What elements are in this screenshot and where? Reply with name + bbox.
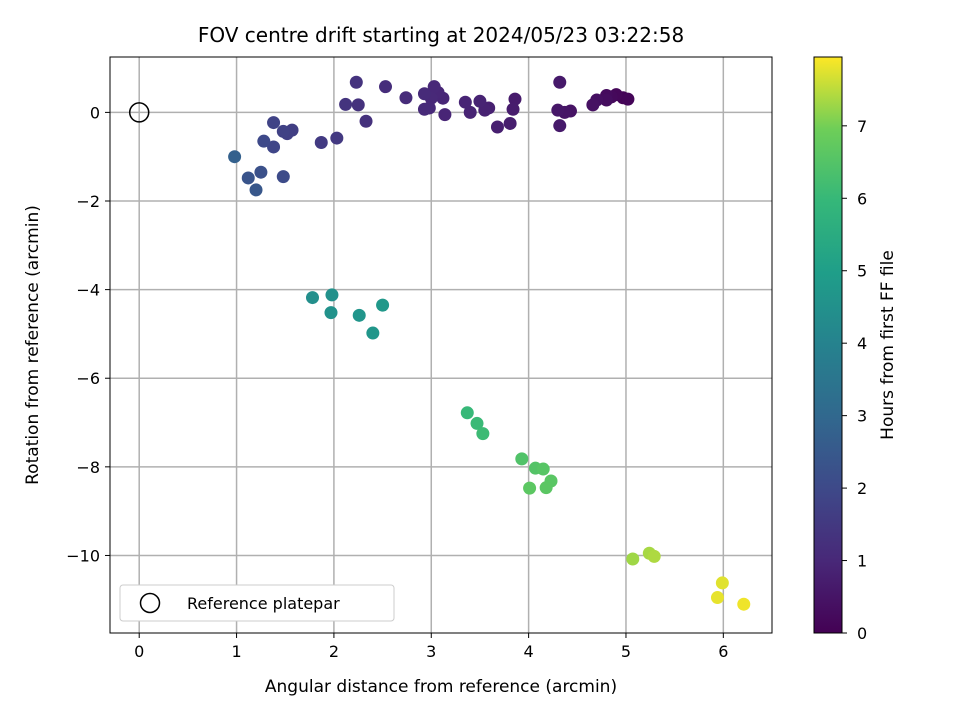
data-point	[586, 98, 600, 112]
data-point	[626, 552, 640, 566]
reference-marker	[128, 102, 150, 123]
data-point	[228, 150, 242, 164]
colorbar-ticks: 0 1 2 3 4 5 6 7	[842, 117, 867, 643]
data-point	[376, 298, 390, 312]
colorbar-tick-label: 6	[857, 189, 867, 208]
plot-frame	[109, 56, 773, 634]
data-point	[536, 462, 550, 476]
data-point	[515, 452, 529, 466]
data-point	[553, 119, 567, 133]
colorbar-label: Hours from first FF file	[878, 250, 898, 440]
colorbar-tick-label: 7	[857, 117, 867, 136]
data-point	[715, 576, 729, 590]
data-point	[349, 75, 363, 89]
legend-box	[119, 584, 395, 622]
colorbar: 0 1 2 3 4 5 6 7 Hours from first FF file	[813, 56, 898, 643]
data-point	[551, 103, 565, 117]
data-point	[506, 102, 520, 116]
data-point	[490, 120, 504, 134]
y-tick-label: 0	[90, 103, 100, 122]
x-axis-ticks: 0 1 2 3 4 5 6	[134, 633, 728, 661]
data-point	[473, 94, 487, 108]
y-tick-label: −4	[76, 281, 100, 300]
data-point	[267, 116, 281, 130]
colorbar-gradient	[813, 56, 843, 634]
colorbar-tick-label: 4	[857, 334, 867, 353]
plot-area: 0 1 2 3 4 5 6 0 −2 −4 −6 −8 −10	[66, 56, 773, 661]
data-point	[523, 481, 537, 495]
data-point	[324, 306, 338, 320]
y-axis-label: Rotation from reference (arcmin)	[23, 205, 43, 485]
data-point	[427, 80, 441, 94]
data-point	[325, 288, 339, 302]
data-point	[463, 105, 477, 119]
data-point	[330, 131, 344, 145]
colorbar-tick-label: 0	[857, 624, 867, 643]
data-point	[366, 326, 380, 340]
data-point	[359, 114, 373, 128]
chart-title: FOV centre drift starting at 2024/05/23 …	[198, 23, 684, 47]
data-point	[600, 93, 613, 107]
colorbar-tick-label: 2	[857, 479, 867, 498]
y-axis-ticks: 0 −2 −4 −6 −8 −10	[66, 103, 110, 565]
data-points	[228, 75, 751, 611]
colorbar-tick-label: 3	[857, 407, 867, 426]
data-point	[379, 80, 393, 94]
y-tick-label: −2	[76, 192, 100, 211]
legend-entry-reference: Reference platepar	[187, 594, 340, 613]
data-point	[417, 102, 431, 116]
data-point	[460, 406, 474, 420]
data-point	[351, 98, 365, 112]
x-tick-label: 1	[231, 642, 241, 661]
data-point	[305, 291, 319, 305]
data-point	[257, 134, 271, 148]
data-point	[647, 549, 661, 563]
data-point	[276, 170, 290, 184]
data-point	[241, 171, 255, 185]
data-point	[399, 91, 413, 105]
x-tick-label: 4	[524, 642, 534, 661]
data-point	[621, 92, 635, 106]
data-point	[314, 136, 328, 150]
colorbar-tick-label: 5	[857, 262, 867, 281]
y-tick-label: −10	[66, 546, 100, 565]
grid-lines	[110, 57, 772, 633]
reference-point-marker	[128, 102, 150, 123]
data-point	[476, 427, 490, 441]
data-point	[339, 97, 353, 111]
data-point	[417, 87, 431, 101]
data-point	[470, 416, 484, 430]
data-point	[737, 597, 751, 611]
data-point	[267, 140, 281, 154]
data-point	[276, 124, 290, 138]
plot-background	[110, 57, 772, 633]
data-point	[254, 165, 268, 179]
data-point	[508, 92, 522, 106]
data-point	[352, 308, 366, 322]
x-tick-label: 5	[621, 642, 631, 661]
x-axis-label: Angular distance from reference (arcmin)	[265, 677, 617, 697]
data-point	[503, 116, 517, 130]
data-point	[553, 75, 567, 89]
legend: Reference platepar	[119, 584, 395, 622]
data-point	[710, 591, 724, 605]
legend-marker-icon	[139, 592, 161, 614]
x-tick-label: 3	[426, 642, 436, 661]
colorbar-tick-label: 1	[857, 552, 867, 571]
y-tick-label: −8	[76, 458, 100, 477]
y-tick-label: −6	[76, 369, 100, 388]
data-point	[249, 183, 263, 197]
x-tick-label: 6	[718, 642, 728, 661]
data-point	[438, 108, 452, 122]
data-point	[458, 95, 472, 109]
x-tick-label: 0	[134, 642, 144, 661]
x-tick-label: 2	[329, 642, 339, 661]
data-point	[539, 481, 553, 495]
